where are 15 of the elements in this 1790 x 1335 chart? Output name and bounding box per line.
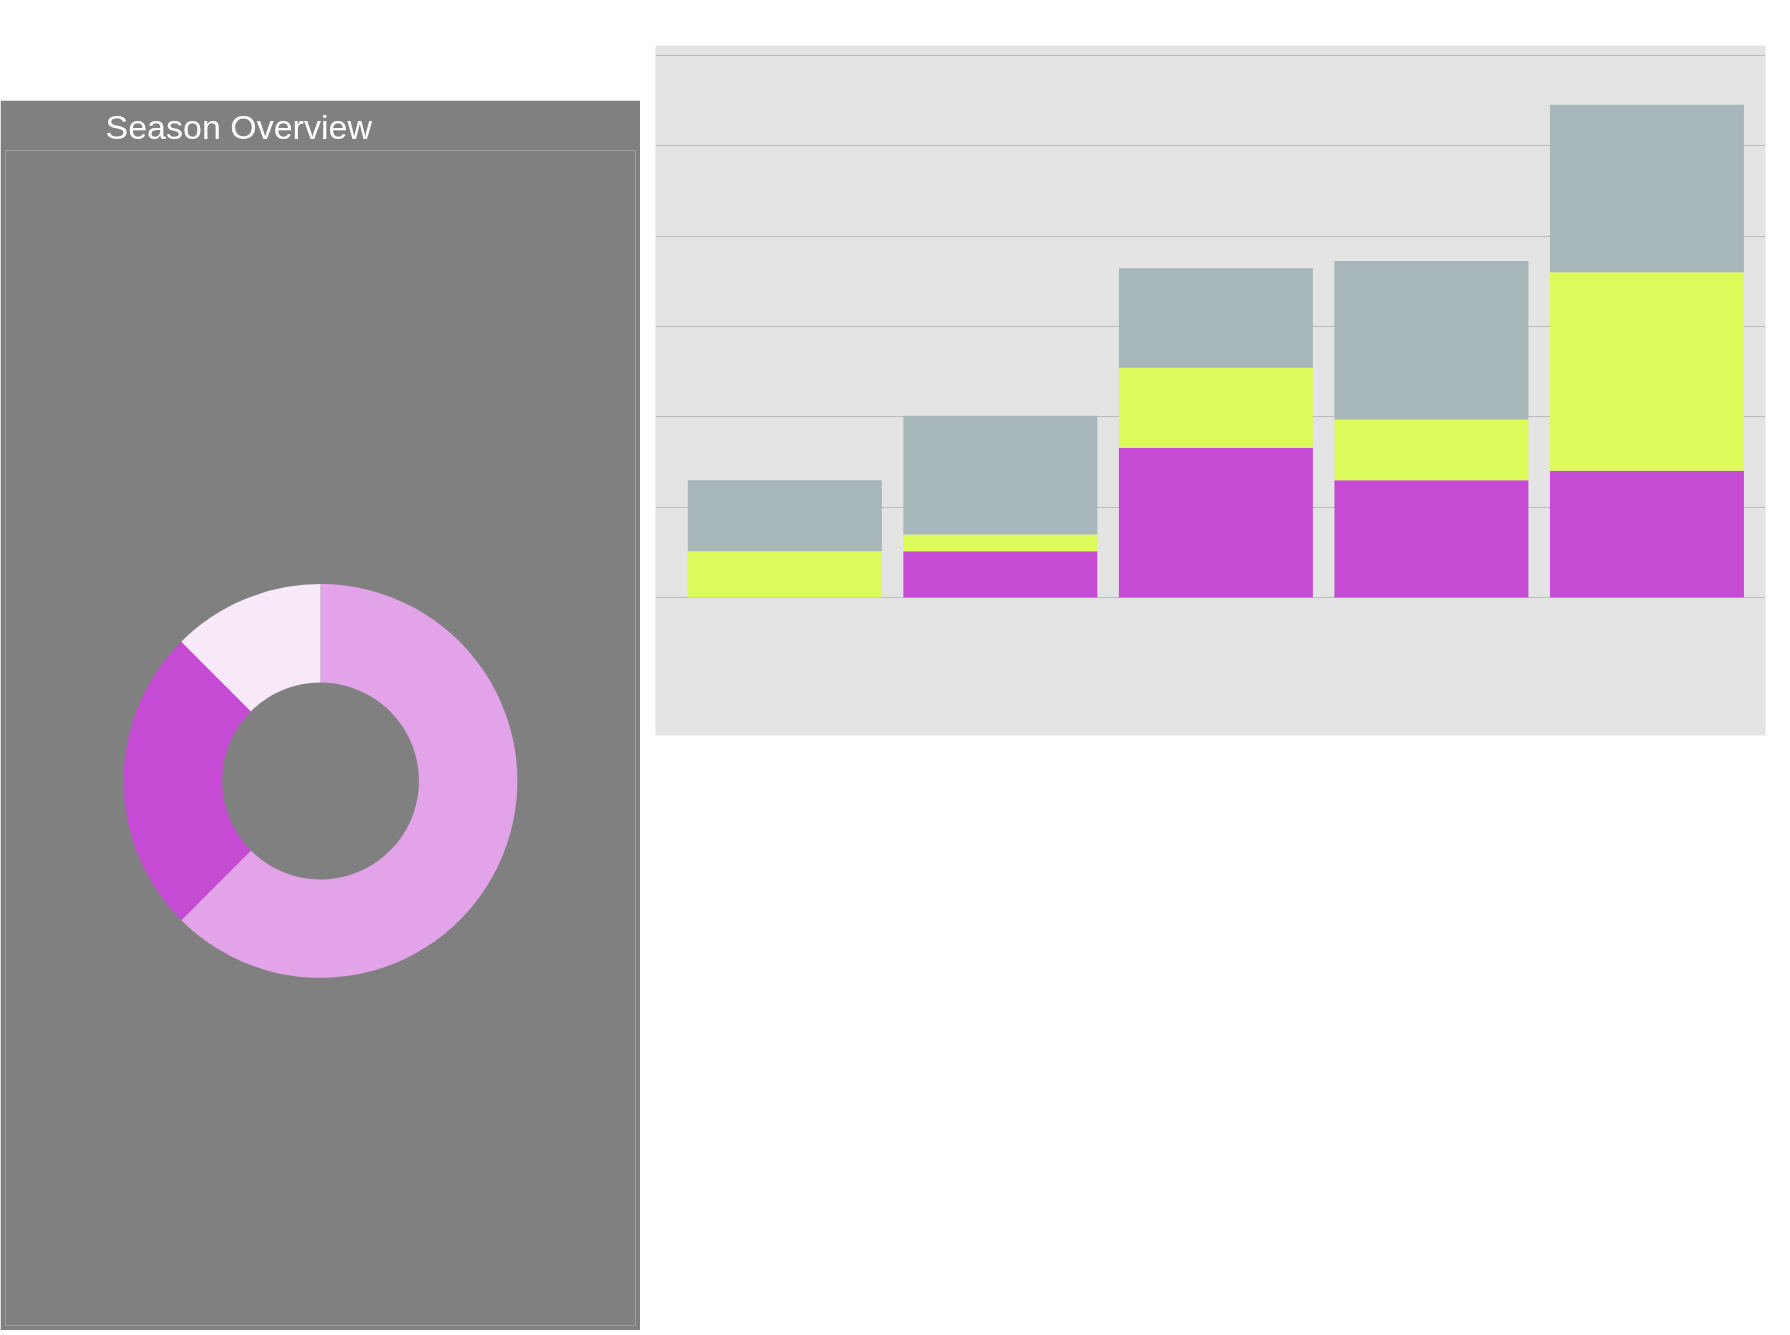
bar bbox=[903, 415, 1098, 535]
bar bbox=[903, 551, 1098, 598]
bar bbox=[1549, 272, 1744, 471]
bar bbox=[1118, 367, 1313, 448]
bar bbox=[1549, 470, 1744, 598]
bar bbox=[1334, 260, 1529, 420]
bar bbox=[1549, 104, 1744, 273]
bar bbox=[1118, 447, 1313, 598]
bar bbox=[687, 551, 882, 598]
bar bbox=[687, 480, 882, 552]
bar bbox=[1118, 268, 1313, 368]
bar bbox=[903, 534, 1098, 552]
bar bbox=[1334, 419, 1529, 481]
chart-title: Season Overview bbox=[105, 107, 373, 146]
bar bbox=[1334, 480, 1529, 598]
